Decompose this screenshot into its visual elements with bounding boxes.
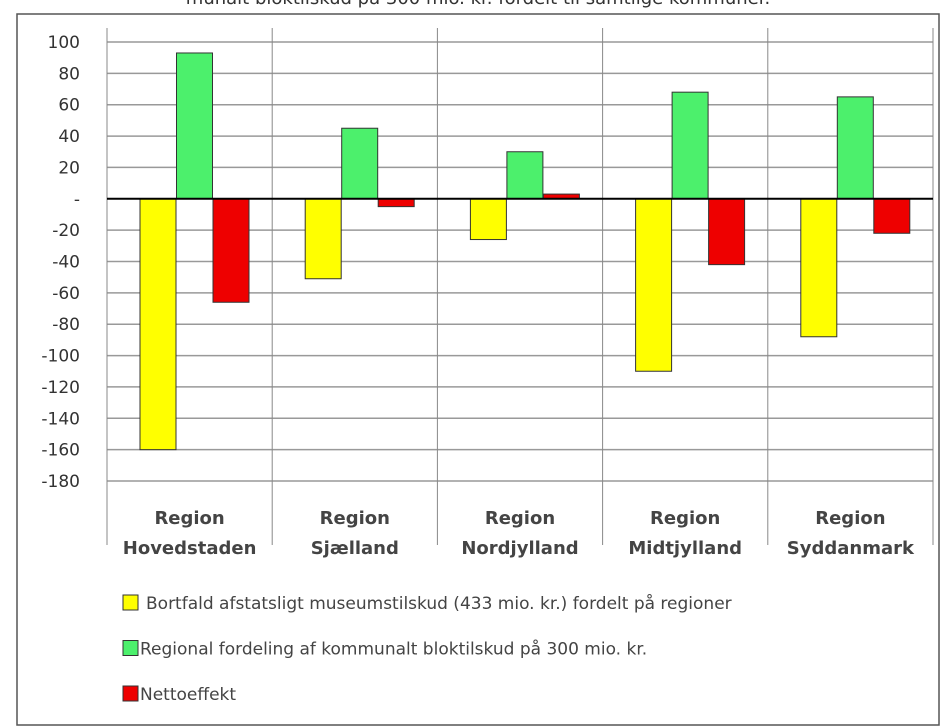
bar [671, 91, 709, 200]
y-tick-label: - [74, 190, 80, 210]
legend-label: Regional fordeling af kommunalt bloktils… [140, 639, 647, 660]
y-tick-label: -160 [41, 441, 80, 461]
bar [635, 198, 673, 372]
bar [800, 198, 838, 338]
y-tick-label: 100 [48, 33, 80, 53]
y-tick-label: -140 [41, 409, 80, 429]
y-tick-label: -180 [41, 472, 80, 492]
x-tick-label: Region Midtjylland [628, 508, 742, 559]
y-tick-label: 20 [58, 158, 80, 178]
bar [341, 127, 379, 200]
legend-swatch [122, 594, 139, 611]
bar [212, 198, 250, 303]
chart-title: munalt bloktilskud på 300 mio. kr. forde… [186, 0, 770, 9]
bar [377, 198, 415, 208]
bar [469, 198, 507, 241]
bar [506, 151, 544, 200]
y-tick-label: -80 [52, 315, 80, 335]
y-tick-label: -20 [52, 221, 80, 241]
x-tick-label: Region Sjælland [311, 508, 399, 559]
y-tick-label: -100 [41, 347, 80, 367]
bar [708, 198, 746, 266]
legend-label: Nettoeffekt [140, 685, 236, 705]
legend-swatch [122, 685, 139, 702]
bar [304, 198, 342, 280]
bar [873, 198, 911, 234]
legend-label: Bortfald afstatsligt museumstilskud (433… [146, 593, 732, 614]
y-tick-label: -120 [41, 378, 80, 398]
bar [176, 52, 213, 200]
x-tick-label: Region Syddanmark [787, 508, 915, 559]
y-tick-label: -60 [52, 284, 80, 304]
bar [836, 96, 874, 200]
x-tick-label: Region Hovedstaden [123, 508, 257, 559]
bar [139, 198, 177, 451]
x-tick-label: Region Nordjylland [461, 508, 578, 559]
y-tick-label: -40 [52, 253, 80, 273]
legend-swatch [122, 640, 139, 656]
y-tick-label: 80 [58, 64, 80, 84]
y-tick-label: 60 [58, 96, 80, 116]
y-tick-label: 40 [58, 127, 80, 147]
